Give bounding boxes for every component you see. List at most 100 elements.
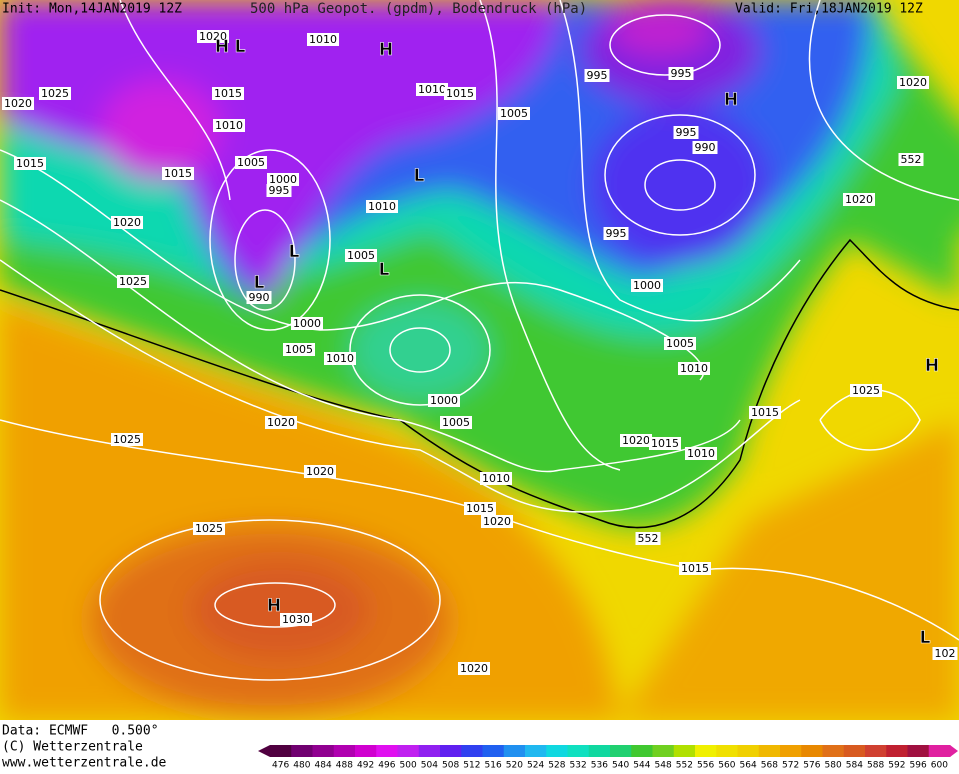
isobar-label-box — [444, 87, 476, 100]
footer-url: www.wetterzentrale.de — [2, 756, 167, 771]
isobar-label: 995 — [676, 126, 697, 139]
isobar-label: 1010 — [368, 200, 396, 213]
isobar-label: 1025 — [195, 522, 223, 535]
isobar-label-box — [458, 662, 490, 675]
colorbar-tick-label: 592 — [888, 761, 905, 771]
isobar-label-box — [265, 416, 297, 429]
isobar-label: 1010 — [680, 362, 708, 375]
isobar-label-box — [111, 433, 143, 446]
isobar-label: 1010 — [418, 83, 446, 96]
colorbar-tick-label: 556 — [697, 761, 714, 771]
isobar-label: 995 — [671, 67, 692, 80]
isobar-label-box — [664, 337, 696, 350]
colorbar-tick-label: 488 — [336, 761, 353, 771]
isobar-label-box — [213, 119, 245, 132]
colorbar-cell — [928, 745, 951, 757]
header-init: Init: Mon,14JAN2019 12Z — [2, 2, 182, 17]
pressure-center: L — [920, 628, 931, 648]
isobar-label-box — [304, 465, 336, 478]
colorbar-tick-label: 544 — [633, 761, 650, 771]
isobar-label-box — [635, 532, 661, 545]
isobar-label-box — [162, 167, 194, 180]
isobar-label: 1015 — [751, 406, 779, 419]
isobar-label: 1010 — [482, 472, 510, 485]
colorbar-tick-label: 568 — [761, 761, 778, 771]
isobar-label-box — [897, 76, 929, 89]
isobar-label-box — [480, 472, 512, 485]
colorbar-tick-label: 564 — [740, 761, 757, 771]
pressure-center: L — [379, 260, 390, 280]
pressure-center: H — [379, 40, 393, 60]
isobar-label: 1020 — [113, 216, 141, 229]
colorbar-tick-label: 496 — [378, 761, 395, 771]
isobar-label: 1020 — [199, 30, 227, 43]
colorbar-cell — [270, 745, 292, 757]
colorbar-tick-label: 584 — [846, 761, 863, 771]
isobar-label: 995 — [269, 184, 290, 197]
isobar-label-box — [2, 97, 34, 110]
isobar-label: 1015 — [681, 562, 709, 575]
isobar-label-box — [692, 141, 718, 154]
colorbar-tick-label: 548 — [655, 761, 672, 771]
colorbar-tick-label: 520 — [506, 761, 523, 771]
colorbar-tick-label: 572 — [782, 761, 799, 771]
isobar-label: 1010 — [215, 119, 243, 132]
colorbar-cell — [461, 745, 483, 757]
colorbar-cell — [886, 745, 908, 757]
isobar-label-box — [843, 193, 875, 206]
isobar-label-box — [246, 291, 272, 304]
isobar-label: 1020 — [306, 465, 334, 478]
isobar-label-box — [673, 126, 699, 139]
colorbar-cell — [440, 745, 462, 757]
colorbar-tick-label: 600 — [931, 761, 948, 771]
isobar-label: 1000 — [633, 279, 661, 292]
colorbar-cell — [291, 745, 313, 757]
colorbar-cell — [525, 745, 547, 757]
colorbar-tick-label: 580 — [825, 761, 842, 771]
header-valid: Valid: Fri,18JAN2019 12Z — [735, 2, 923, 17]
isobar-label-box — [481, 515, 513, 528]
colorbar-cell — [716, 745, 738, 757]
colorbar-cell — [546, 745, 568, 757]
colorbar-cell — [376, 745, 398, 757]
colorbar-tick-label: 484 — [315, 761, 332, 771]
isobar-label-box — [685, 447, 717, 460]
isobar-label: 1025 — [113, 433, 141, 446]
colorbar-cell — [801, 745, 823, 757]
isobar-label: 995 — [587, 69, 608, 82]
colorbar-tick-label: 528 — [548, 761, 565, 771]
isobar-label: 990 — [249, 291, 270, 304]
colorbar-cell — [482, 745, 505, 757]
colorbar-tick-label: 500 — [400, 761, 417, 771]
colorbar-cell — [333, 745, 356, 757]
isobar-label: 990 — [695, 141, 716, 154]
isobar-label: 1020 — [483, 515, 511, 528]
isobar-label: 1025 — [41, 87, 69, 100]
isobar-label: 1015 — [651, 437, 679, 450]
isobar-label-box — [649, 437, 681, 450]
colorbar-tick-label: 480 — [293, 761, 310, 771]
isobar-label-box — [193, 522, 225, 535]
isobar-label: 102 — [935, 647, 956, 660]
isobar-label-box — [668, 67, 694, 80]
isobar-label-box — [280, 613, 312, 626]
isobar-label-box — [679, 562, 711, 575]
colorbar-tick-label: 560 — [718, 761, 735, 771]
isobar-label-box — [498, 107, 530, 120]
isobar-label-box — [235, 156, 267, 169]
isobar-label-box — [603, 227, 629, 240]
colorbar-cell — [652, 745, 675, 757]
isobar-label-box — [345, 249, 377, 262]
colorbar-end — [258, 745, 270, 757]
colorbar-cell — [312, 745, 335, 757]
pressure-center: H — [267, 596, 281, 616]
colorbar-cell — [397, 745, 420, 757]
isobar-label-box — [14, 157, 46, 170]
isobar-label: 1000 — [269, 173, 297, 186]
isobar-label: 1015 — [446, 87, 474, 100]
colorbar-cell — [907, 745, 930, 757]
isobar-label-box — [197, 30, 229, 43]
isobar-label: 1015 — [16, 157, 44, 170]
pressure-center: H — [724, 90, 738, 110]
